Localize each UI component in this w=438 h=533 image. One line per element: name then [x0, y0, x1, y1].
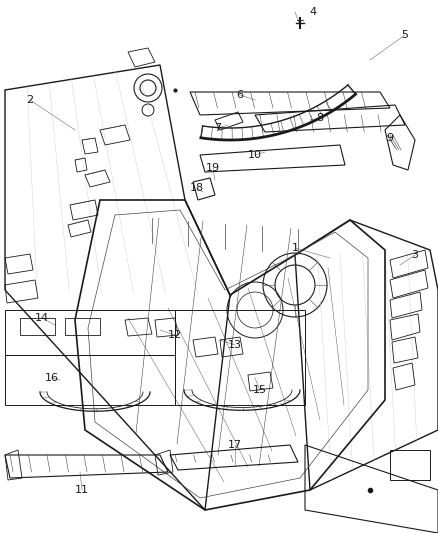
Text: 8: 8 — [316, 113, 324, 123]
Text: 13: 13 — [228, 340, 242, 350]
Text: 1: 1 — [292, 243, 299, 253]
Text: 19: 19 — [206, 163, 220, 173]
Text: 2: 2 — [26, 95, 34, 105]
Text: 6: 6 — [237, 90, 244, 100]
Text: 16: 16 — [45, 373, 59, 383]
Text: 3: 3 — [411, 250, 418, 260]
Text: 18: 18 — [190, 183, 204, 193]
Text: 4: 4 — [309, 7, 317, 17]
Text: 9: 9 — [386, 133, 394, 143]
Text: 17: 17 — [228, 440, 242, 450]
Text: 10: 10 — [248, 150, 262, 160]
Text: 15: 15 — [253, 385, 267, 395]
Text: 14: 14 — [35, 313, 49, 323]
Text: 11: 11 — [75, 485, 89, 495]
Text: 7: 7 — [215, 123, 222, 133]
Text: 12: 12 — [168, 330, 182, 340]
Text: 5: 5 — [402, 30, 409, 40]
